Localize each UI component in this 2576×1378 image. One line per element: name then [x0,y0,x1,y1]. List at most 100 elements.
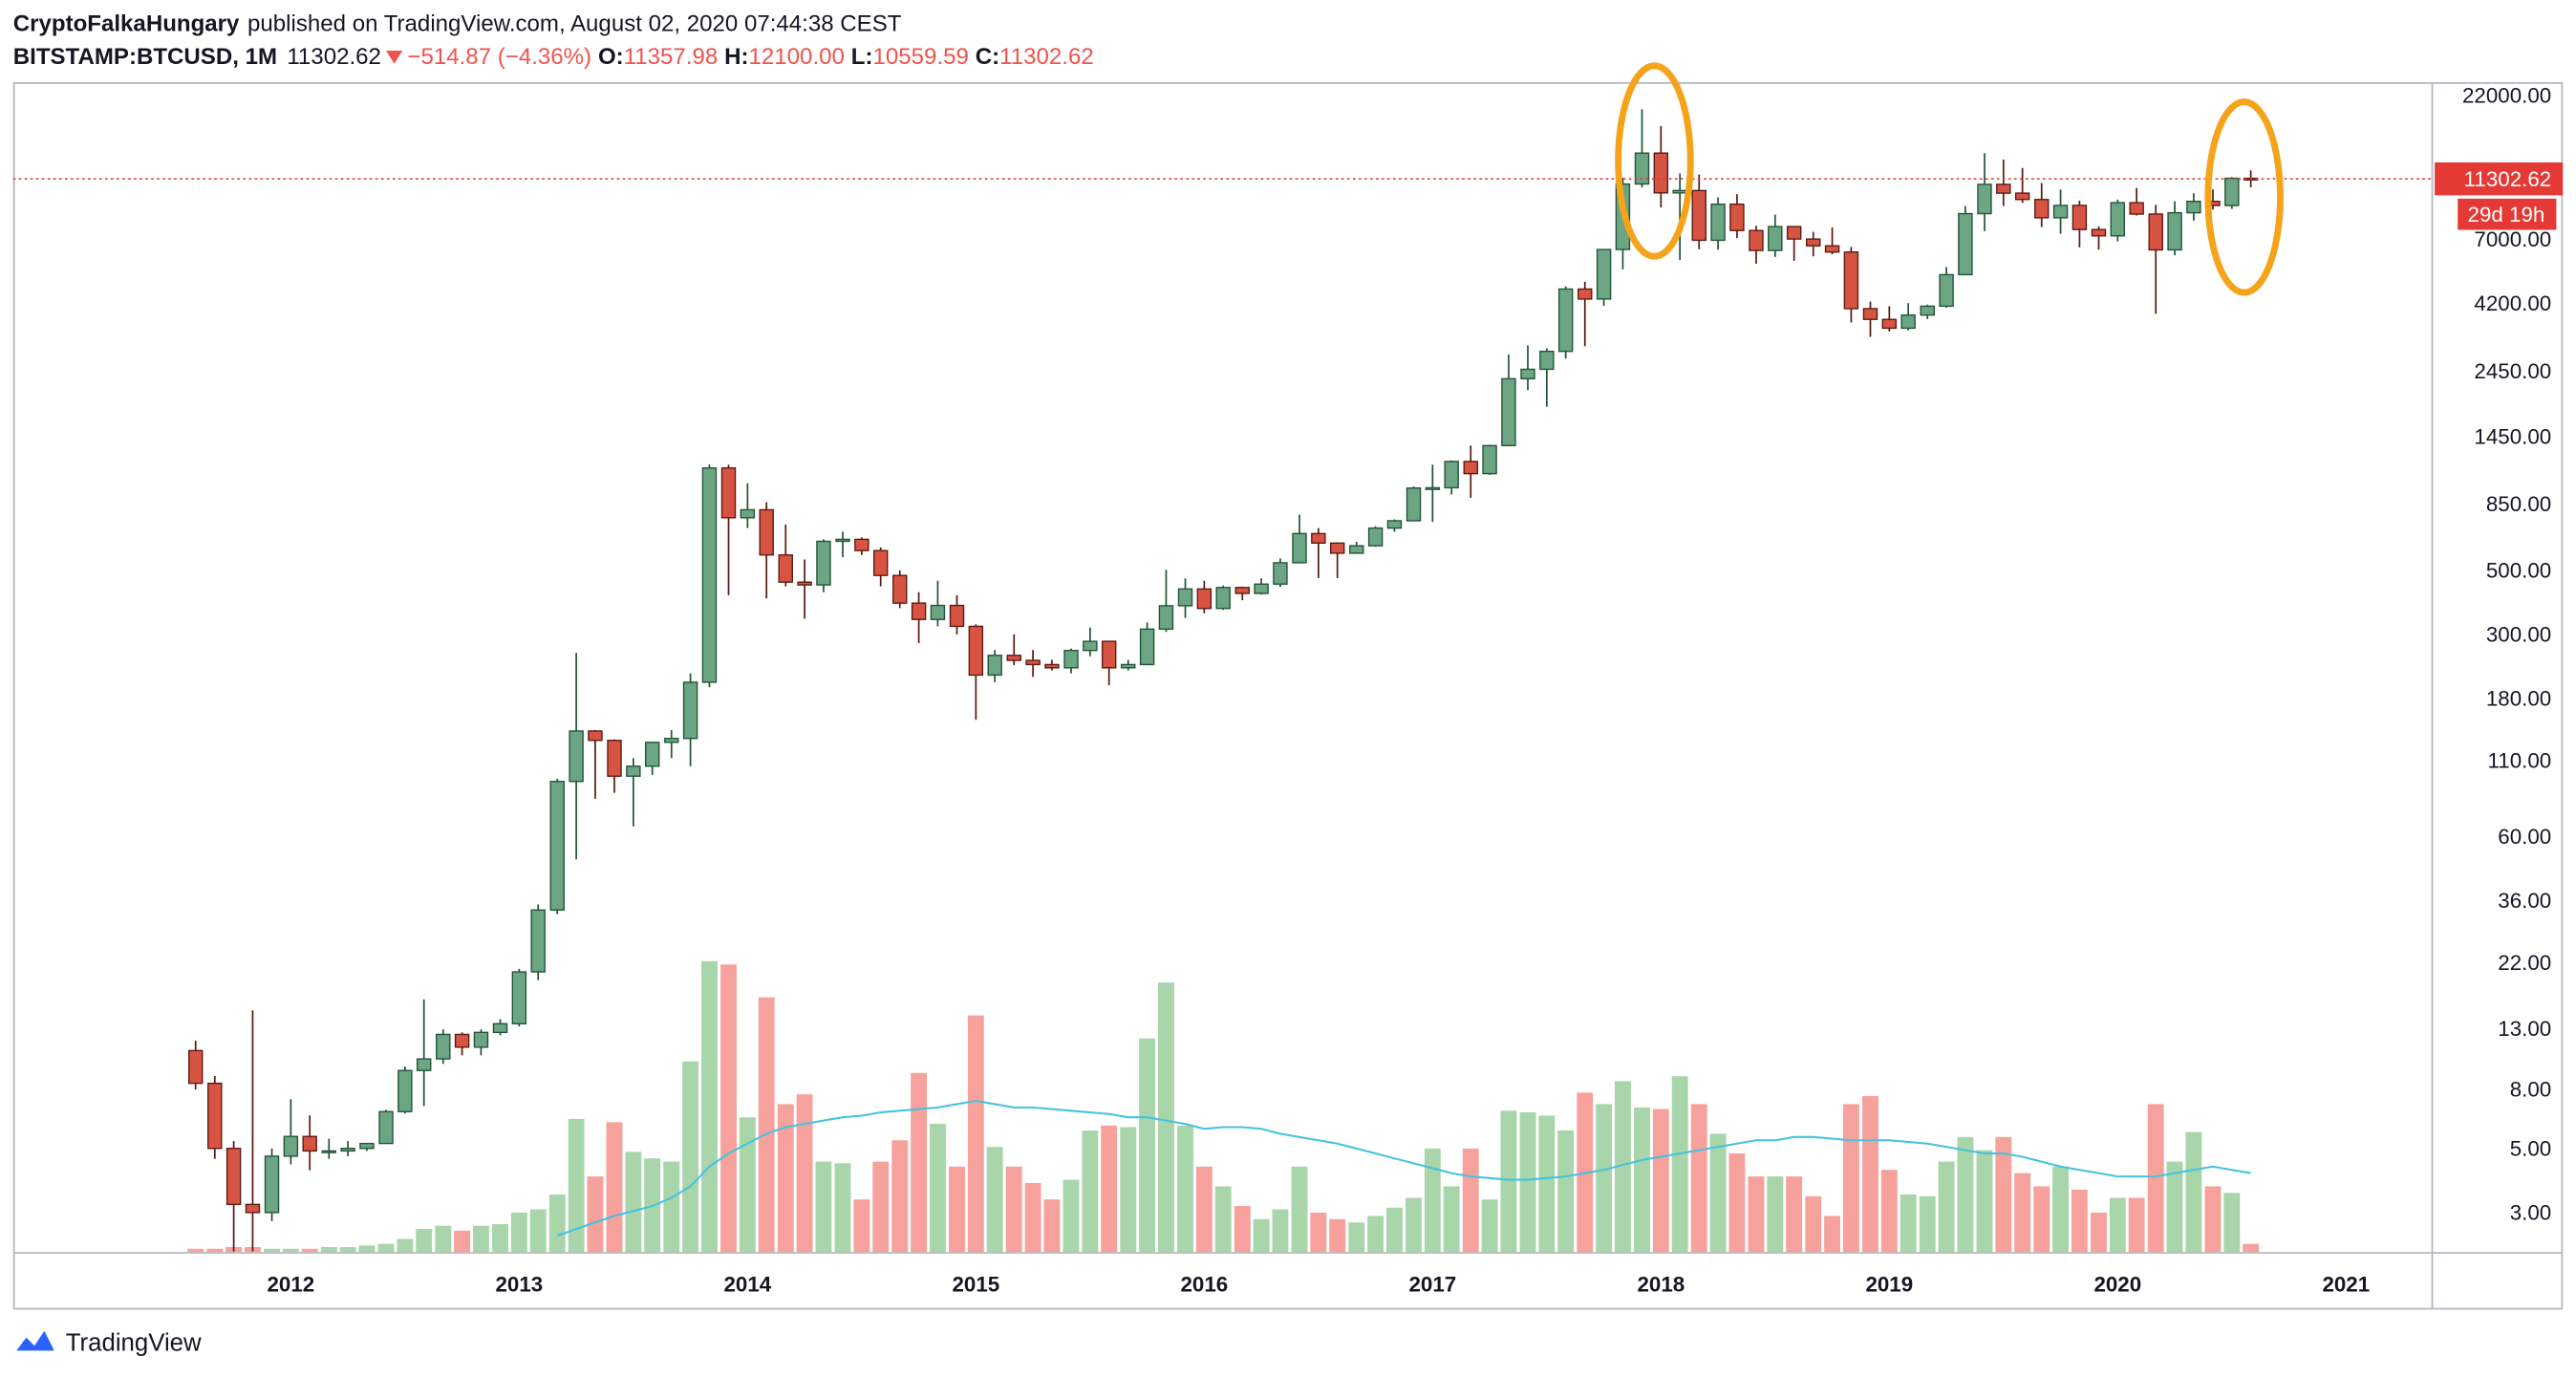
candle-body [1311,532,1326,545]
last-price-label: 11302.62 [2464,167,2552,191]
volume-bar [1880,1170,1898,1253]
volume-bar [930,1124,946,1253]
volume-bar [1938,1161,1955,1253]
candle-body [1406,487,1422,522]
volume-bar [2223,1193,2241,1253]
volume-bar [1024,1182,1041,1253]
highlight-ellipse [2204,98,2284,296]
candle-body [1843,251,1859,310]
volume-bar [1082,1130,1099,1253]
volume-bar [1158,982,1174,1253]
candles [12,109,2432,1252]
candle-body [1463,461,1478,475]
candle-body [1025,659,1041,666]
volume-bar [1005,1166,1022,1253]
y-tick-label: 13.00 [2498,1017,2551,1041]
volume-bar [949,1166,965,1253]
tradingview-logo: TradingView [16,1329,202,1356]
volume-bar [435,1225,452,1253]
candle-body [778,554,793,583]
candle-body [1349,545,1364,554]
candle-body [1977,183,1992,215]
volume-bar [1767,1176,1784,1253]
candle-body [1254,583,1269,594]
candle-body [892,574,908,604]
y-tick-label: 22.00 [2498,951,2551,975]
volume-bar [2091,1212,2107,1253]
volume-bar [206,1248,224,1253]
countdown-label: 29d 19h [2468,203,2545,226]
volume-bar [1139,1038,1156,1253]
volume-bar [1234,1206,1251,1253]
y-tick-label: 7000.00 [2474,227,2551,251]
candle-body [720,467,737,519]
candle-body [1710,203,1726,242]
volume-bar [529,1209,547,1253]
candle-body [1292,532,1307,564]
candle-body [2129,202,2144,215]
candle-body [1425,486,1441,490]
volume-bar [2128,1197,2145,1253]
volume-bar [1709,1133,1727,1253]
volume-ma-line [556,1099,2251,1237]
high-label: H: [724,44,748,70]
candle-body [397,1069,413,1112]
candle-body [1083,640,1098,652]
volume-bar [1957,1136,1974,1253]
candle-body [2167,211,2182,251]
volume-bar [548,1195,566,1253]
candle-body [2072,205,2088,230]
candle-body [588,730,603,742]
volume-bar [1195,1166,1213,1253]
volume-pane [187,960,2260,1253]
volume-bar [1976,1150,1993,1253]
volume-bar [701,960,718,1253]
open-value: 11357.98 [624,44,719,70]
candle-body [626,765,641,777]
candle-body [1329,542,1345,554]
candle-body [530,909,546,973]
candle-body [1672,189,1687,194]
candle-body [1234,587,1250,594]
volume-bar [1272,1209,1289,1253]
volume-bar [777,1104,794,1253]
volume-bar [2243,1243,2260,1253]
candle-body [1006,655,1021,661]
symbol: BITSTAMP:BTCUSD, 1M [13,44,277,70]
volume-bar [454,1230,471,1253]
highlight-ellipse [1615,62,1694,260]
volume-bar [264,1248,280,1253]
volume-bar [282,1248,299,1253]
volume-bar [1824,1216,1841,1253]
candle-body [340,1148,355,1152]
volume-bar [1500,1110,1517,1253]
candle-body [492,1023,508,1034]
volume-bar [986,1147,1003,1253]
candle-body [1881,318,1898,330]
candle-body [1596,248,1612,300]
volume-bar [1690,1104,1707,1253]
candle-body [1900,313,1916,330]
candle-body [797,581,812,586]
candle-body [1121,663,1136,669]
volume-bar [339,1247,356,1253]
volume-bar [416,1229,433,1253]
candle-body [1158,605,1174,631]
candle-body [835,538,850,543]
volume-bar [397,1238,414,1253]
candle-body [264,1155,280,1214]
volume-bar [1291,1166,1308,1253]
candle-body [1653,152,1669,194]
volume-bar [758,997,775,1253]
volume-bar [1634,1107,1650,1253]
candle-body [1139,628,1155,666]
volume-bar [834,1163,851,1253]
candle-body [1520,368,1535,380]
candle-body [187,1049,204,1085]
y-tick-label: 5.00 [2510,1136,2552,1160]
candle-body [1939,273,1954,308]
volume-bar [682,1061,699,1253]
volume-bar [739,1117,756,1253]
candle-body [664,738,679,743]
volume-bar [1177,1125,1193,1253]
